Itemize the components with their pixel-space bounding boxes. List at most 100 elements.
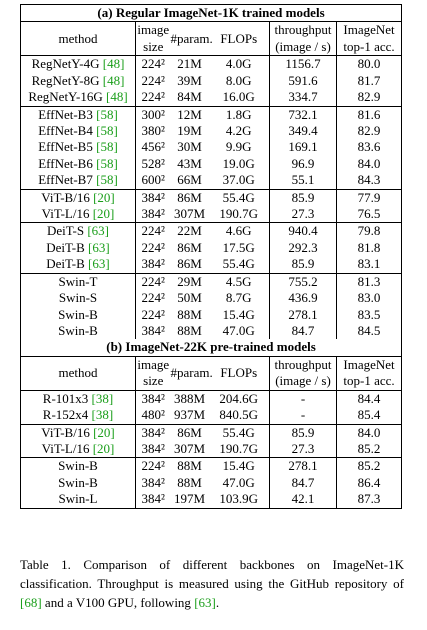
citation: [38]: [91, 407, 114, 423]
header-text: method: [58, 30, 98, 46]
header-line: size: [143, 38, 164, 54]
row: EffNet-B4 [58] 380² 19M 4.2G 349.4 82.9: [21, 123, 402, 140]
cell: 384²: [135, 206, 171, 223]
cell: 55.4G: [222, 256, 255, 272]
cell: 224²: [135, 306, 171, 323]
header-line: image: [137, 356, 170, 372]
cell: 224²: [135, 239, 171, 257]
cell: 84.5: [335, 322, 402, 340]
cell: 81.3: [335, 272, 402, 291]
method-cell: RegNetY-4G [48]: [20, 55, 136, 73]
citation: [38]: [91, 390, 114, 406]
citation: [58]: [96, 155, 118, 171]
cell: 21M: [170, 55, 209, 73]
cell: 384²: [135, 474, 171, 492]
cell: 85.9: [269, 256, 337, 274]
cell: 15.4G: [222, 306, 255, 322]
cell: 85.4: [335, 407, 402, 425]
method-cell: EffNet-B3 [58]: [20, 105, 136, 124]
method-cell: ViT-L/16 [20]: [21, 441, 136, 458]
cell: 384²: [135, 491, 171, 509]
header-line: size: [143, 373, 164, 389]
cell: 17.5G: [222, 239, 255, 255]
cell: 87.3: [335, 491, 402, 509]
cell: 84.4: [335, 389, 402, 408]
row: RegNetY-16G [48] 224² 84M 16.0G 334.7 82.9: [21, 89, 402, 107]
header-cell: throughput (image / s): [269, 355, 337, 391]
header-cell: method: [20, 21, 136, 56]
cell: 88M: [177, 322, 202, 338]
cell: 8.7G: [225, 290, 252, 306]
cell: 84M: [177, 89, 202, 105]
cell: 307M: [173, 440, 206, 456]
method: EffNet-B4: [38, 123, 93, 139]
cell: 81.8: [335, 239, 402, 257]
citation: [63]: [194, 595, 216, 610]
method-cell: ViT-B/16 [20]: [20, 423, 136, 441]
cell: 480²: [135, 407, 171, 425]
cell: 755.2: [269, 272, 337, 291]
header-cell: image size: [135, 355, 171, 391]
cell: 83.1: [335, 256, 402, 274]
cell: 84.0: [335, 423, 402, 441]
cell: 384²: [135, 423, 171, 441]
header-cell: throughput (image / s): [269, 21, 337, 56]
cell: 86.4: [335, 474, 402, 492]
header-line: throughput: [274, 356, 332, 372]
section-title: (b) ImageNet-22K pre-trained models: [20, 339, 402, 357]
cell: 4.0G: [208, 55, 270, 73]
cell: 349.4: [269, 123, 337, 140]
method-cell: DeiT-S [63]: [20, 222, 136, 240]
cell: 83.0: [335, 290, 402, 307]
row: Swin-L 384² 197M 103.9G 42.1 87.3: [21, 491, 402, 509]
cell: 47.0G: [222, 474, 255, 490]
cell: 600²: [135, 172, 171, 190]
cell: 204.6G: [208, 389, 270, 408]
header-text: FLOPs: [220, 364, 258, 380]
cell: 83.5: [335, 306, 402, 323]
table-wrap: (a) Regular ImageNet-1K trained models me…: [20, 4, 403, 509]
cell: 380²: [135, 123, 171, 140]
cell: 224²: [135, 55, 171, 73]
caption-text: and a V100 GPU, following: [41, 595, 195, 610]
cell: 278.1: [269, 306, 337, 323]
header-row: method image size #param. FLOPs throughput (im…: [20, 21, 402, 56]
citation: [58]: [96, 123, 118, 139]
cell: 27.3: [269, 206, 337, 223]
method: ViT-B/16: [41, 189, 90, 205]
cell: 169.1: [269, 139, 337, 156]
cell: 66M: [177, 172, 202, 188]
cell: 77.9: [335, 188, 402, 207]
method-cell: Swin-B: [20, 457, 136, 475]
header-text: #param.: [170, 30, 213, 46]
cell: 84.7: [269, 322, 337, 340]
cell: 384²: [135, 188, 171, 207]
citation: [48]: [102, 56, 125, 72]
cell: 55.4G: [208, 423, 270, 441]
method-cell: Swin-B: [21, 323, 136, 339]
method-cell: DeiT-B [63]: [21, 256, 136, 273]
method: ViT-L/16: [41, 206, 90, 222]
method-cell: DeiT-B [63]: [21, 240, 136, 256]
cell: 76.5: [335, 206, 402, 223]
cell: 84.0: [335, 155, 402, 173]
header-cell: #param.: [170, 21, 213, 56]
row: Swin-B 384² 88M 47.0G 84.7 84.5: [21, 322, 402, 340]
caption: Table 1. Comparison of different backbon…: [20, 555, 404, 612]
method: DeiT-B: [46, 239, 85, 255]
method: ViT-L/16: [41, 440, 90, 456]
cell: 1.8G: [208, 105, 270, 124]
cell: 388M: [170, 389, 209, 408]
row: R-152x4 [38] 480² 937M 840.5G -85.4: [21, 407, 402, 425]
cell: 42.1: [269, 491, 337, 509]
header-text: #param.: [170, 364, 213, 380]
table: (a) Regular ImageNet-1K trained models me…: [20, 4, 403, 509]
method: R-152x4: [42, 407, 89, 423]
header-cell: image size: [135, 21, 171, 56]
method-cell: EffNet-B7 [58]: [21, 172, 136, 189]
cell: 8.0G: [225, 72, 252, 88]
row: DeiT-S [63] 224² 22M 4.6G 940.4 79.8: [20, 222, 402, 240]
method: EffNet-B3: [38, 106, 93, 122]
row: ViT-B/16 [20] 384² 86M 55.4G 85.9 84.0: [20, 423, 402, 441]
header-line: image: [137, 22, 170, 38]
